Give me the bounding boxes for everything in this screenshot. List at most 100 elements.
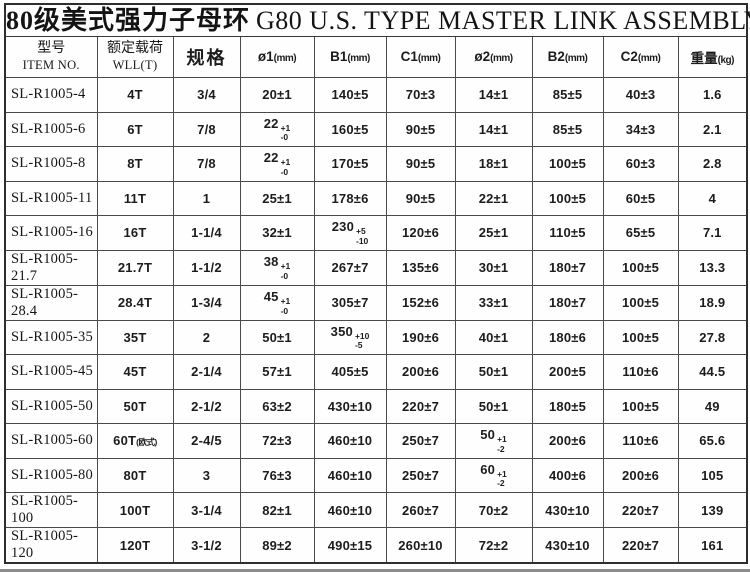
spec-table: 80级美式强力子母环 G80 U.S. TYPE MASTER LINK ASSE… xyxy=(4,3,750,564)
item-no-cell: SL-R1005-21.7 xyxy=(4,249,98,286)
data-cell: 170±5 xyxy=(313,146,387,182)
data-cell: 18.9 xyxy=(677,284,748,321)
data-cell: 430±10 xyxy=(313,388,387,424)
table-row: SL-R1005-4 4T 3/4 20±1 140±5 70±3 14±1 85±5 40±3… xyxy=(4,77,748,113)
data-cell: 60T(欧式) xyxy=(96,423,174,459)
data-cell: 49 xyxy=(677,388,748,424)
data-cell: 7.1 xyxy=(677,215,748,251)
table-row: SL-R1005-80 80T 3 76±3 460±10 250±7 60 +1 -2 400±… xyxy=(4,457,748,493)
data-cell: 100±5 xyxy=(602,249,679,286)
data-cell: 1-3/4 xyxy=(172,284,241,321)
table-title: 80级美式强力子母环 G80 U.S. TYPE MASTER LINK ASSE… xyxy=(4,3,750,37)
data-cell: 161 xyxy=(677,527,748,564)
data-cell: 11T xyxy=(96,180,174,216)
data-cell: 2-4/5 xyxy=(172,423,241,459)
data-cell: 14±1 xyxy=(454,111,533,147)
tolerance-stack: +5 -10 xyxy=(356,226,369,246)
data-cell: 100±5 xyxy=(531,180,604,216)
data-cell: 50 +1 -2 xyxy=(454,423,533,459)
title-chinese: 80级美式强力子母环 xyxy=(6,6,251,35)
data-cell: 2-1/2 xyxy=(172,388,241,424)
data-cell: 110±6 xyxy=(602,423,679,459)
data-cell: 50±1 xyxy=(239,319,315,355)
data-cell: 1.6 xyxy=(677,77,748,113)
tolerance-stack: +1 -2 xyxy=(497,434,507,454)
data-cell: 160±5 xyxy=(313,111,387,147)
tolerance-stack: +1 -0 xyxy=(280,296,291,316)
item-no-cell: SL-R1005-11 xyxy=(4,180,98,216)
data-cell: 1 xyxy=(172,180,241,216)
col-header-d2: ø2(mm) xyxy=(454,36,533,78)
data-cell: 400±6 xyxy=(531,457,604,493)
data-cell: 120±6 xyxy=(385,215,456,251)
data-cell: 267±7 xyxy=(313,249,387,286)
col-header-c1: C1(mm) xyxy=(385,36,456,78)
data-cell: 14±1 xyxy=(454,77,533,113)
table-row: SL-R1005-8 8T 7/8 22 +1 -0 170±5 90±5 18±1 100±5 6… xyxy=(4,146,748,182)
data-cell: 405±5 xyxy=(313,354,387,390)
table-row: SL-R1005-21.7 21.7T 1-1/2 38 +1 -0 267±7 135±6 3… xyxy=(4,249,748,286)
data-cell: 27.8 xyxy=(677,319,748,355)
data-cell: 120T xyxy=(96,527,174,564)
data-cell: 7/8 xyxy=(172,111,241,147)
data-cell: 460±10 xyxy=(313,457,387,493)
data-cell: 2 xyxy=(172,319,241,355)
data-cell: 21.7T xyxy=(96,249,174,286)
data-cell: 220±7 xyxy=(602,527,679,564)
data-cell: 22 +1 -0 xyxy=(239,111,315,147)
data-cell: 90±5 xyxy=(385,180,456,216)
data-cell: 4 xyxy=(677,180,748,216)
col-header-weight: 重量(kg) xyxy=(677,36,748,78)
data-cell: 180±7 xyxy=(531,249,604,286)
data-cell: 25±1 xyxy=(454,215,533,251)
data-cell: 230 +5 -10 xyxy=(313,215,387,251)
data-cell: 180±6 xyxy=(531,319,604,355)
data-cell: 180±5 xyxy=(531,388,604,424)
data-cell: 105 xyxy=(677,457,748,493)
table-row: SL-R1005-120 120T 3-1/2 89±2 490±15 260±10 72±… xyxy=(4,527,748,564)
tolerance-stack: +1 -0 xyxy=(280,157,291,177)
title-english: G80 U.S. TYPE MASTER LINK ASSEMBLY xyxy=(256,6,750,35)
data-cell: 6T xyxy=(96,111,174,147)
data-cell: 2.1 xyxy=(677,111,748,147)
data-cell: 13.3 xyxy=(677,249,748,286)
data-cell: 305±7 xyxy=(313,284,387,321)
table-row: SL-R1005-28.4 28.4T 1-3/4 45 +1 -0 305±7 152±6 3… xyxy=(4,284,748,321)
data-cell: 63±2 xyxy=(239,388,315,424)
item-no-cell: SL-R1005-28.4 xyxy=(4,284,98,321)
data-cell: 190±6 xyxy=(385,319,456,355)
data-cell: 18±1 xyxy=(454,146,533,182)
data-cell: 34±3 xyxy=(602,111,679,147)
data-cell: 4T xyxy=(96,77,174,113)
col-header-wll: 额定载荷 WLL(T) xyxy=(96,36,174,78)
table-body: SL-R1005-4 4T 3/4 20±1 140±5 70±3 14±1 85±5 40±3… xyxy=(4,77,748,564)
data-cell: 8T xyxy=(96,146,174,182)
data-cell: 89±2 xyxy=(239,527,315,564)
col-header-spec: 规格 xyxy=(172,36,241,78)
tolerance-stack: +10 -5 xyxy=(354,330,370,351)
item-no-cell: SL-R1005-120 xyxy=(4,527,98,564)
item-no-cell: SL-R1005-8 xyxy=(4,146,98,182)
data-cell: 152±6 xyxy=(385,284,456,321)
data-cell: 430±10 xyxy=(531,492,604,528)
data-cell: 33±1 xyxy=(454,284,533,321)
data-cell: 135±6 xyxy=(385,249,456,286)
data-cell: 200±6 xyxy=(531,423,604,459)
item-no-cell: SL-R1005-6 xyxy=(4,111,98,147)
table-row: SL-R1005-35 35T 2 50±1 350 +10 -5 190±6 40±1 180±… xyxy=(4,319,748,355)
data-cell: 60 +1 -2 xyxy=(454,457,533,493)
data-cell: 25±1 xyxy=(239,180,315,216)
data-cell: 3-1/2 xyxy=(172,527,241,564)
data-cell: 100T xyxy=(96,492,174,528)
table-row: SL-R1005-45 45T 2-1/4 57±1 405±5 200±6 50±1 200… xyxy=(4,354,748,390)
data-cell: 32±1 xyxy=(239,215,315,251)
data-cell: 60±3 xyxy=(602,146,679,182)
data-cell: 40±3 xyxy=(602,77,679,113)
tolerance-stack: +1 -0 xyxy=(280,261,291,281)
data-cell: 72±2 xyxy=(454,527,533,564)
data-cell: 45 +1 -0 xyxy=(239,284,315,321)
data-cell: 100±5 xyxy=(602,284,679,321)
data-cell: 90±5 xyxy=(385,146,456,182)
table-row: SL-R1005-60 60T(欧式) 2-4/5 72±3 460±10 250±7 50… xyxy=(4,423,748,459)
